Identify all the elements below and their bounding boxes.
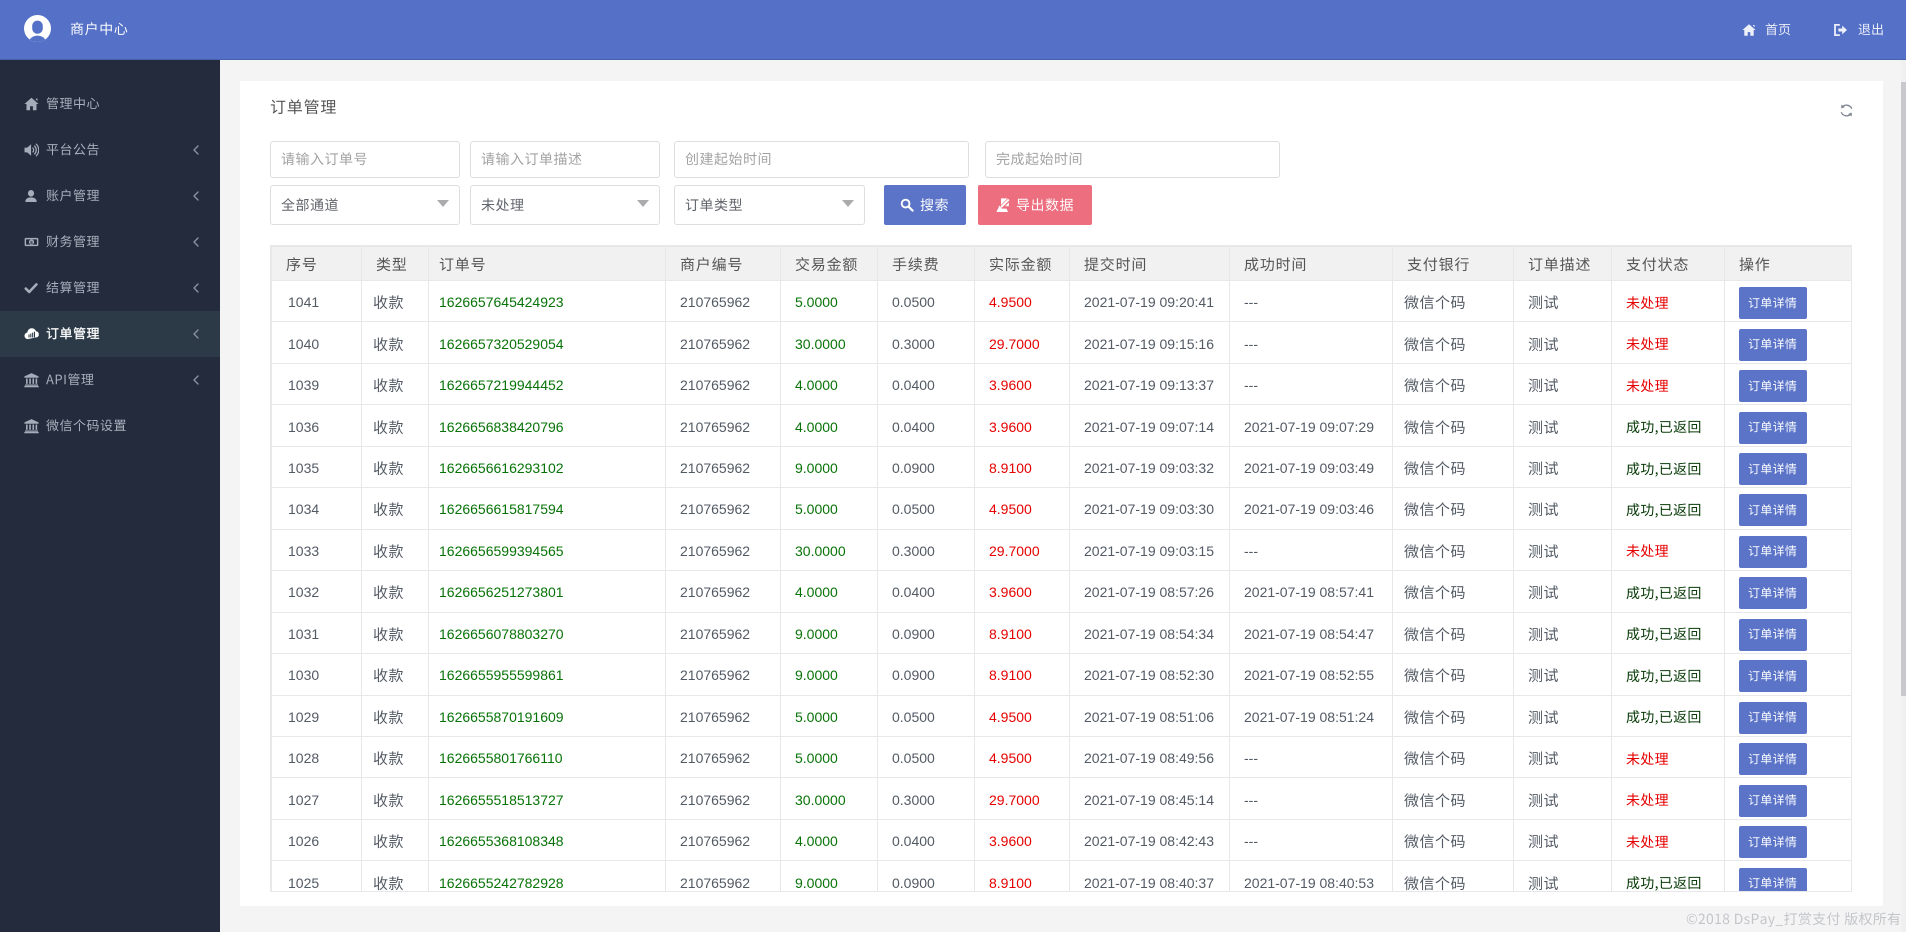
svg-text:$: $ [30, 240, 33, 246]
